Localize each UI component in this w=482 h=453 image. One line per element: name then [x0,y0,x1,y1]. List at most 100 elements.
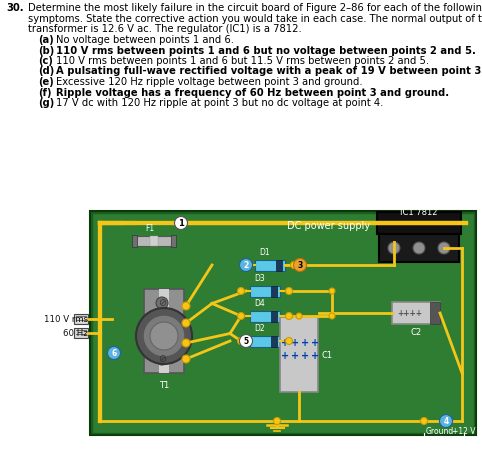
Bar [276,260,282,270]
Text: A pulsating full-wave rectified voltage with a peak of 19 V between point 3 and : A pulsating full-wave rectified voltage … [56,67,482,77]
Circle shape [291,261,297,269]
Text: ++++: ++++ [398,308,423,318]
Circle shape [242,261,250,269]
Bar [392,302,440,324]
Text: Ground: Ground [426,427,454,436]
Text: 110 V rms between points 1 and 6 but no voltage between points 2 and 5.: 110 V rms between points 1 and 6 but no … [56,45,476,56]
Text: C2: C2 [411,328,422,337]
Circle shape [285,313,293,319]
Bar [159,289,169,373]
Text: 60 Hz: 60 Hz [63,328,88,337]
Text: +: + [281,338,289,348]
Text: +: + [281,351,289,361]
Bar [250,336,280,347]
Circle shape [438,242,450,254]
Circle shape [182,319,190,327]
Text: 3: 3 [297,260,303,270]
Circle shape [156,353,168,365]
Bar [271,310,277,322]
Bar [250,285,280,297]
Circle shape [440,414,453,428]
Text: Excessive 120 Hz ripple voltage between point 3 and ground.: Excessive 120 Hz ripple voltage between … [56,77,362,87]
Text: 4: 4 [443,416,449,425]
Text: F1: F1 [146,224,155,233]
Text: C1: C1 [322,351,333,360]
Text: Ripple voltage has a frequency of 60 Hz between point 3 and ground.: Ripple voltage has a frequency of 60 Hz … [56,87,449,97]
Text: 5: 5 [243,337,249,346]
Circle shape [174,217,187,230]
Text: (d): (d) [38,67,54,77]
Circle shape [329,288,335,294]
Circle shape [143,315,185,357]
Text: D3: D3 [254,274,266,283]
Circle shape [182,339,190,347]
Text: (a): (a) [38,35,54,45]
Bar [271,285,277,297]
Bar [150,236,158,246]
Text: 30.: 30. [6,3,24,13]
Text: transformer is 12.6 V ac. The regulator (IC1) is a 7812.: transformer is 12.6 V ac. The regulator … [28,24,302,34]
Circle shape [285,337,293,344]
Text: T1: T1 [159,381,169,390]
Circle shape [240,334,253,347]
Text: D4: D4 [254,299,266,308]
Text: IC1 7812: IC1 7812 [400,208,438,217]
Bar [377,212,461,234]
Text: (b): (b) [38,45,54,56]
Bar [92,213,474,433]
Circle shape [273,418,281,424]
Text: +: + [291,338,299,348]
Text: 17 V dc with 120 Hz ripple at point 3 but no dc voltage at point 4.: 17 V dc with 120 Hz ripple at point 3 bu… [56,98,383,108]
Bar [171,235,176,247]
Text: Determine the most likely failure in the circuit board of Figure 2–86 for each o: Determine the most likely failure in the… [28,3,482,13]
Circle shape [238,313,244,319]
Circle shape [238,288,244,294]
Text: +: + [311,351,319,361]
Circle shape [413,242,425,254]
Bar [136,236,172,246]
Text: 6: 6 [111,348,117,357]
Text: +: + [291,351,299,361]
Circle shape [329,313,335,319]
Bar [74,328,88,338]
Bar [250,310,280,322]
Bar [132,235,137,247]
Text: 1: 1 [178,218,184,227]
Bar [430,302,440,324]
Circle shape [294,259,307,271]
Text: +: + [301,351,309,361]
Circle shape [285,288,293,294]
Text: DC power supply: DC power supply [287,221,370,231]
Circle shape [182,355,190,363]
Text: ⊘: ⊘ [158,354,166,364]
Circle shape [182,302,190,310]
Circle shape [150,322,178,350]
Bar [255,260,285,270]
Bar [144,289,184,373]
Bar [90,211,476,435]
Text: 2: 2 [243,260,249,270]
Text: (e): (e) [38,77,54,87]
Text: +12 V: +12 V [452,427,476,436]
Circle shape [388,242,400,254]
Text: ⊘: ⊘ [158,298,166,308]
Bar [271,336,277,347]
Circle shape [296,313,302,319]
Bar [74,314,88,324]
Text: +: + [311,338,319,348]
Text: symptoms. State the corrective action you would take in each case. The normal ou: symptoms. State the corrective action yo… [28,14,482,24]
Bar [379,234,459,262]
Circle shape [136,308,192,364]
Text: (c): (c) [38,56,53,66]
Text: D2: D2 [254,324,265,333]
Circle shape [238,337,244,344]
Text: (g): (g) [38,98,54,108]
Text: Output: Output [430,438,457,447]
Text: +: + [301,338,309,348]
Circle shape [420,418,428,424]
Circle shape [156,297,168,309]
Text: No voltage between points 1 and 6.: No voltage between points 1 and 6. [56,35,234,45]
Text: 110 V rms: 110 V rms [44,314,88,323]
Text: 110 V rms between points 1 and 6 but 11.5 V rms between points 2 and 5.: 110 V rms between points 1 and 6 but 11.… [56,56,429,66]
Circle shape [240,259,253,271]
